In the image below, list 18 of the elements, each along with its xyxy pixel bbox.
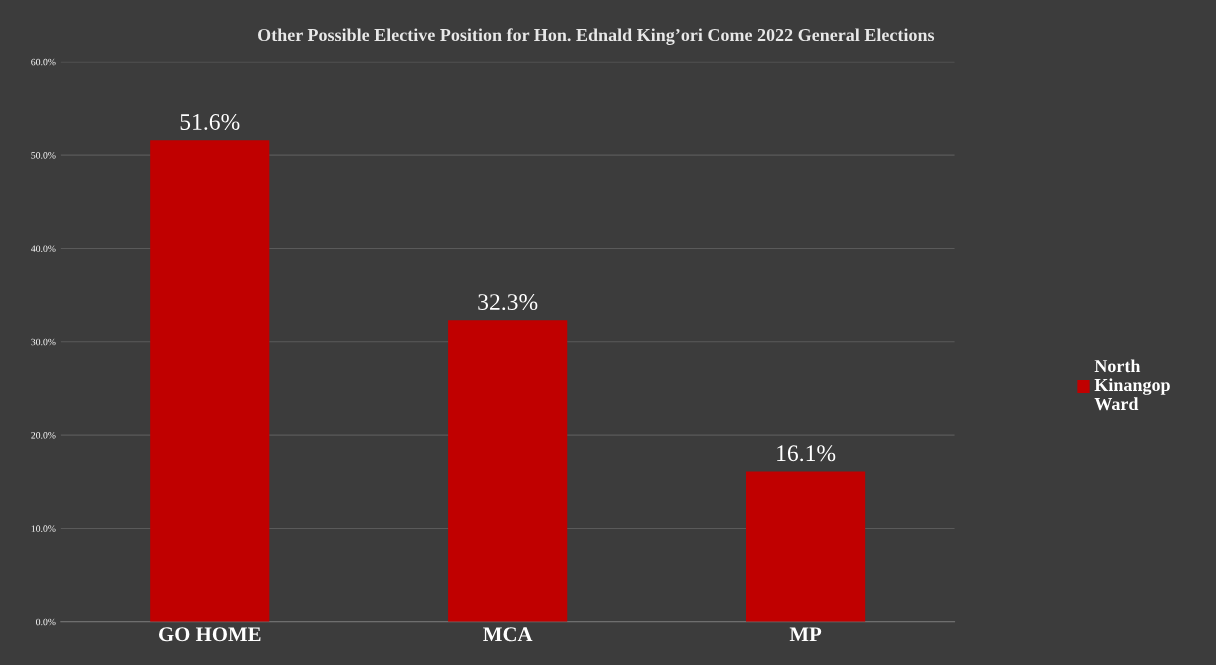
- legend-label: North Kinangop Ward: [1094, 359, 1170, 411]
- y-tick-label: 0.0%: [36, 618, 56, 626]
- x-tick-label: GO HOME: [158, 627, 261, 642]
- y-tick-label: 30.0%: [31, 338, 56, 346]
- x-tick-label: MCA: [483, 627, 533, 642]
- chart-title: Other Possible Elective Position for Hon. Ednald King’ori Come 2022 General Elections: [258, 28, 935, 45]
- y-tick-label: 60.0%: [31, 58, 56, 66]
- bar: [448, 320, 568, 622]
- bar: [746, 471, 866, 622]
- y-tick-label: 40.0%: [31, 245, 56, 252]
- x-tick-label: MP: [789, 627, 822, 642]
- bar: [150, 140, 270, 622]
- y-tick-label: 50.0%: [31, 152, 56, 159]
- y-tick-label: 20.0%: [31, 432, 56, 439]
- data-label: 51.6%: [180, 113, 240, 130]
- y-tick-label: 10.0%: [31, 525, 56, 532]
- data-label: 32.3%: [478, 294, 538, 311]
- data-label: 16.1%: [777, 445, 836, 462]
